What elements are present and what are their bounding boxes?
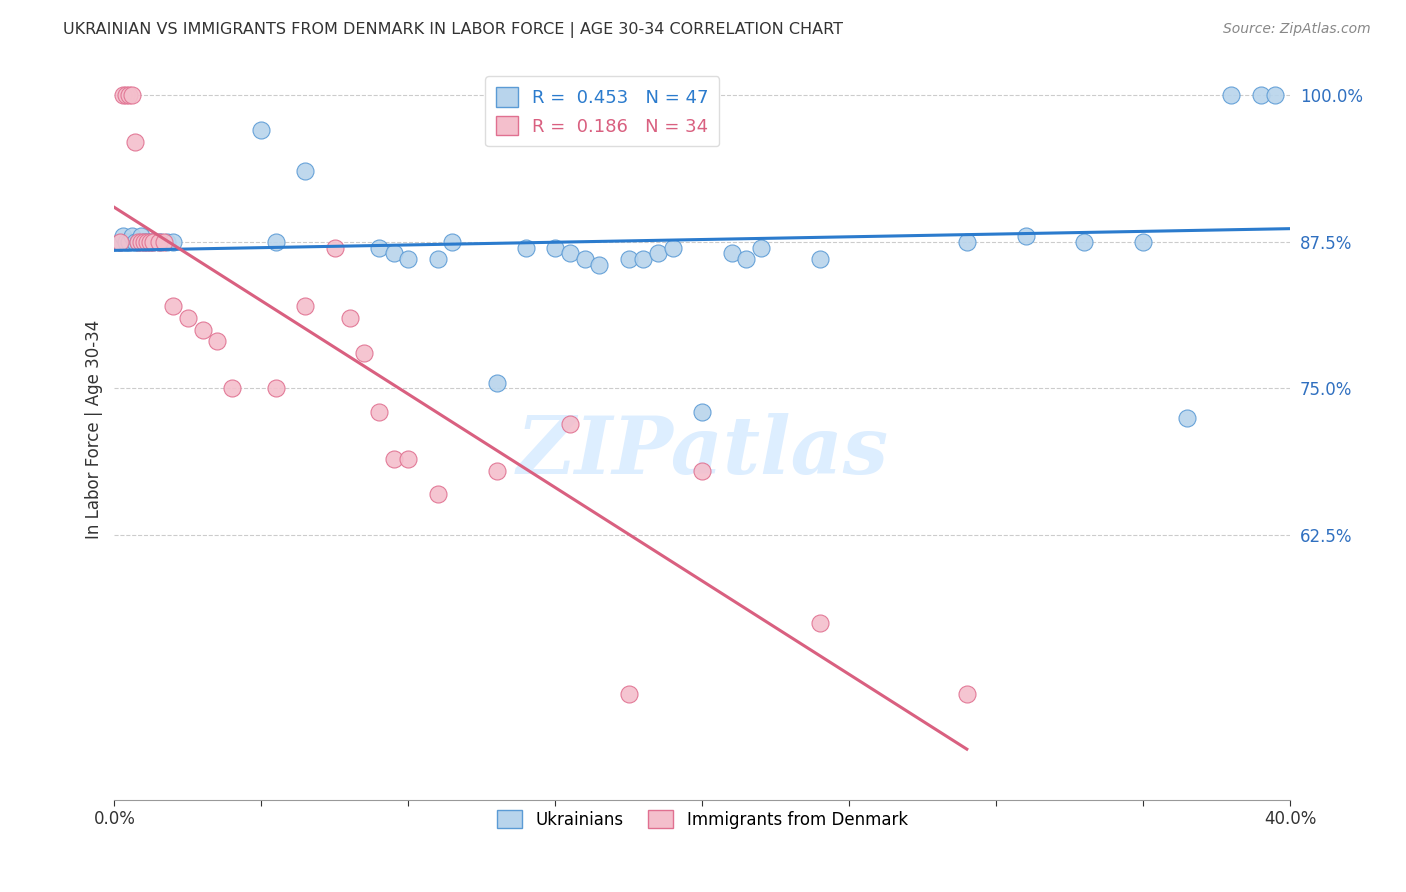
Point bbox=[121, 87, 143, 102]
Point bbox=[264, 235, 287, 249]
Point bbox=[177, 310, 200, 325]
Point bbox=[118, 235, 141, 249]
Point bbox=[135, 235, 157, 249]
Point bbox=[294, 164, 316, 178]
Point bbox=[132, 235, 155, 249]
Point bbox=[956, 235, 979, 249]
Point bbox=[1250, 87, 1272, 102]
Point bbox=[1220, 87, 1243, 102]
Point bbox=[956, 687, 979, 701]
Point bbox=[808, 252, 831, 267]
Point bbox=[135, 235, 157, 249]
Point bbox=[191, 323, 214, 337]
Legend: Ukrainians, Immigrants from Denmark: Ukrainians, Immigrants from Denmark bbox=[491, 804, 914, 836]
Point bbox=[112, 87, 135, 102]
Point bbox=[138, 235, 160, 249]
Point bbox=[617, 252, 640, 267]
Point bbox=[148, 235, 170, 249]
Point bbox=[662, 240, 685, 254]
Point bbox=[382, 451, 405, 466]
Point bbox=[368, 405, 391, 419]
Point bbox=[121, 228, 143, 243]
Text: ZIPatlas: ZIPatlas bbox=[516, 413, 889, 491]
Point bbox=[1073, 235, 1095, 249]
Point bbox=[112, 228, 135, 243]
Point bbox=[690, 405, 713, 419]
Point bbox=[142, 235, 165, 249]
Point bbox=[118, 87, 141, 102]
Point bbox=[264, 381, 287, 395]
Point bbox=[339, 310, 361, 325]
Point bbox=[558, 246, 581, 260]
Y-axis label: In Labor Force | Age 30-34: In Labor Force | Age 30-34 bbox=[86, 320, 103, 539]
Point bbox=[129, 228, 152, 243]
Point bbox=[647, 246, 669, 260]
Point bbox=[110, 235, 132, 249]
Point bbox=[382, 246, 405, 260]
Point bbox=[720, 246, 742, 260]
Point bbox=[396, 451, 419, 466]
Point bbox=[617, 687, 640, 701]
Point bbox=[115, 87, 138, 102]
Point bbox=[162, 235, 184, 249]
Point bbox=[124, 135, 146, 149]
Point bbox=[426, 487, 449, 501]
Point bbox=[127, 235, 149, 249]
Point bbox=[142, 235, 165, 249]
Point bbox=[207, 334, 229, 349]
Point bbox=[353, 346, 375, 360]
Text: UKRAINIAN VS IMMIGRANTS FROM DENMARK IN LABOR FORCE | AGE 30-34 CORRELATION CHAR: UKRAINIAN VS IMMIGRANTS FROM DENMARK IN … bbox=[63, 22, 844, 38]
Point bbox=[153, 235, 176, 249]
Point bbox=[544, 240, 567, 254]
Point bbox=[441, 235, 464, 249]
Point bbox=[162, 299, 184, 313]
Point bbox=[124, 235, 146, 249]
Point bbox=[574, 252, 596, 267]
Point bbox=[558, 417, 581, 431]
Point bbox=[368, 240, 391, 254]
Point bbox=[127, 235, 149, 249]
Point bbox=[110, 235, 132, 249]
Point bbox=[115, 235, 138, 249]
Point bbox=[426, 252, 449, 267]
Point bbox=[221, 381, 243, 395]
Point bbox=[690, 464, 713, 478]
Point bbox=[633, 252, 655, 267]
Point bbox=[485, 376, 508, 390]
Point bbox=[485, 464, 508, 478]
Point bbox=[294, 299, 316, 313]
Point bbox=[150, 235, 173, 249]
Point bbox=[138, 235, 160, 249]
Point bbox=[148, 235, 170, 249]
Point bbox=[735, 252, 758, 267]
Point bbox=[588, 258, 610, 272]
Point bbox=[250, 123, 273, 137]
Point bbox=[1175, 410, 1198, 425]
Point bbox=[515, 240, 537, 254]
Point bbox=[749, 240, 772, 254]
Point bbox=[808, 616, 831, 631]
Point bbox=[156, 235, 179, 249]
Point bbox=[1264, 87, 1286, 102]
Text: Source: ZipAtlas.com: Source: ZipAtlas.com bbox=[1223, 22, 1371, 37]
Point bbox=[323, 240, 346, 254]
Point bbox=[396, 252, 419, 267]
Point bbox=[1014, 228, 1036, 243]
Point bbox=[129, 235, 152, 249]
Point bbox=[132, 235, 155, 249]
Point bbox=[1132, 235, 1154, 249]
